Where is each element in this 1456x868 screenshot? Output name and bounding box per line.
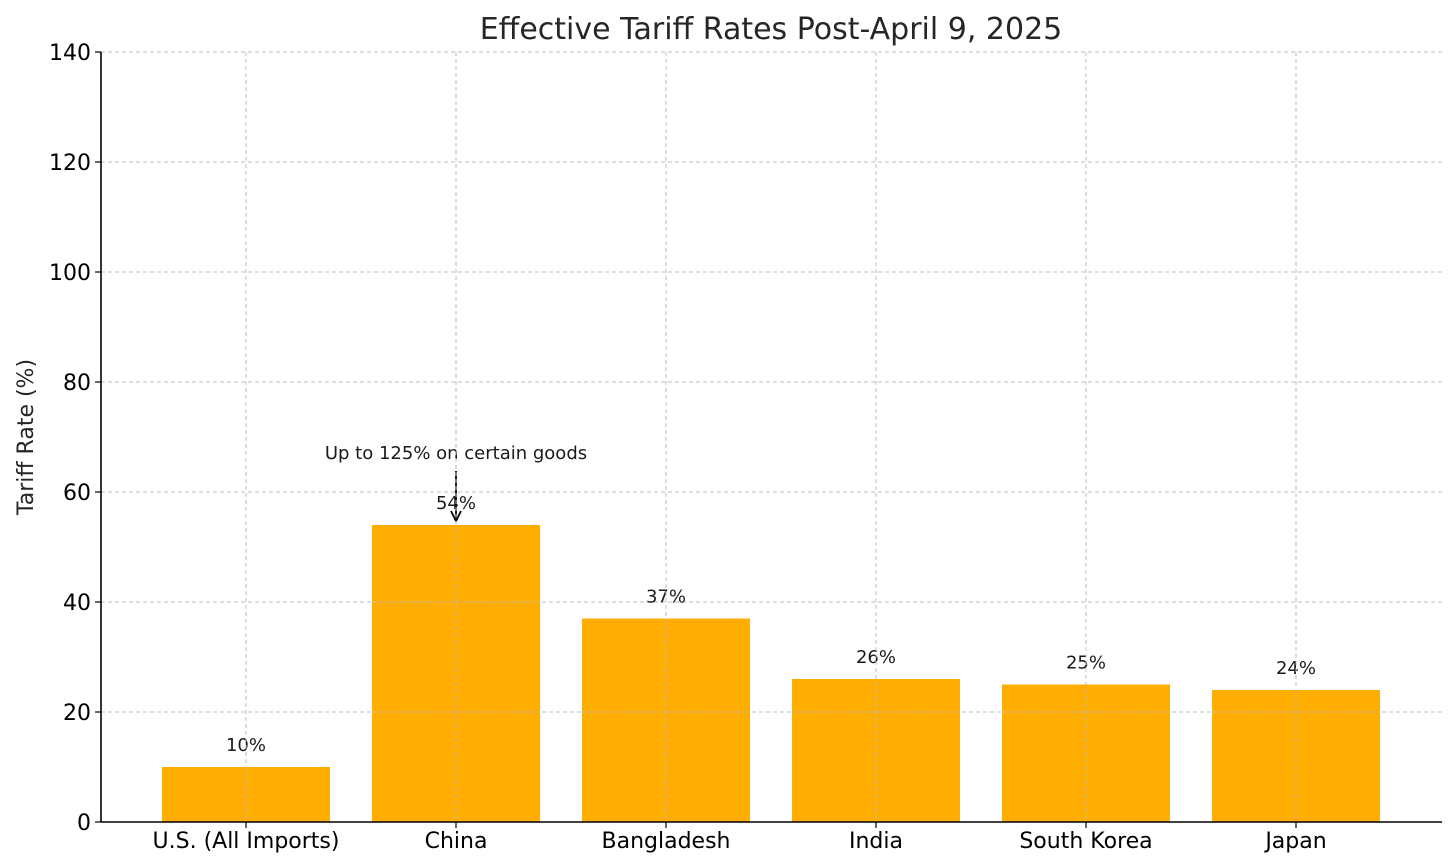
y-tick-label: 60	[63, 481, 91, 506]
y-axis-label: Tariff Rate (%)	[14, 359, 39, 516]
y-tick-label: 20	[63, 701, 91, 726]
labels: 0 20 40 60 80 100 120 140 U.S. (All Imports) Chin…	[49, 41, 1327, 854]
x-tick-label: India	[849, 829, 903, 854]
x-tick-label: U.S. (All Imports)	[153, 829, 340, 854]
bar	[372, 525, 540, 822]
x-tick-label: China	[425, 829, 488, 854]
x-tick-label: Japan	[1263, 829, 1326, 854]
y-tick-label: 40	[63, 591, 91, 616]
y-tick-label: 120	[49, 151, 91, 176]
y-tick-label: 140	[49, 41, 91, 66]
y-tick-label: 100	[49, 261, 91, 286]
bars	[162, 525, 1380, 822]
bar	[792, 679, 960, 822]
x-tick-label: South Korea	[1019, 829, 1152, 854]
y-tick-label: 80	[63, 371, 91, 396]
data-label: 37%	[646, 587, 686, 608]
x-tick-label: Bangladesh	[602, 829, 731, 854]
chart-title: Effective Tariff Rates Post-April 9, 202…	[480, 12, 1063, 47]
y-tick-label: 0	[77, 811, 91, 836]
axes	[95, 51, 1442, 828]
